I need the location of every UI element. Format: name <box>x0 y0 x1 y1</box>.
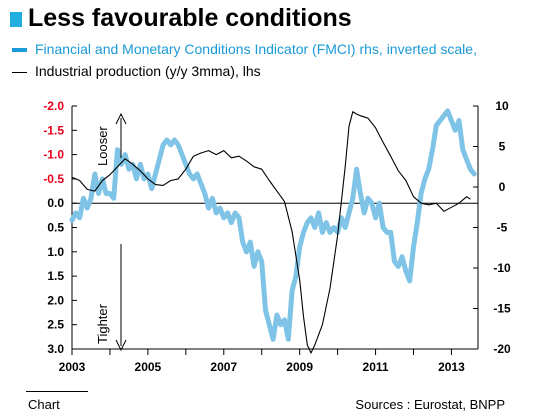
left-axis-tick-label: 0.5 <box>47 221 64 235</box>
chart-title: Less favourable conditions <box>28 4 352 32</box>
legend-item-industrial-production: Industrial production (y/y 3mma), lhs <box>12 63 261 79</box>
series-line-fmci <box>69 108 477 342</box>
left-axis-tick-label: 2.0 <box>47 293 64 307</box>
looser-annotation: Looser <box>95 126 110 166</box>
legend-label-fmci: Financial and Monetary Conditions Indica… <box>35 41 477 57</box>
right-axis-tick-label: -20 <box>493 342 511 356</box>
x-axis-tick-label: 2007 <box>210 360 237 374</box>
left-axis-tick-label: -1.5 <box>43 123 64 137</box>
right-axis-tick-label: 0 <box>499 180 506 194</box>
x-axis-tick-label: 2005 <box>135 360 162 374</box>
footer-sources: Sources : Eurostat, BNPP <box>355 397 505 412</box>
x-axis-tick-label: 2003 <box>59 360 86 374</box>
series-line-industrial-production <box>71 111 471 354</box>
right-axis-tick-label: -5 <box>497 221 508 235</box>
left-axis-tick-label: 0.0 <box>47 196 64 210</box>
left-axis-tick-label: -0.5 <box>43 172 64 186</box>
right-axis-tick-label: -10 <box>493 261 511 275</box>
legend-swatch-fmci <box>12 48 27 53</box>
left-axis-tick-label: 3.0 <box>47 342 64 356</box>
right-axis-tick-label: -15 <box>493 302 511 316</box>
x-axis-tick-label: 2013 <box>438 360 465 374</box>
title-square-icon <box>10 12 22 27</box>
x-axis-tick-label: 2011 <box>363 360 389 374</box>
tighter-arrow-head <box>115 339 127 352</box>
left-axis-tick-label: 1.0 <box>47 245 64 259</box>
footer-divider <box>26 391 88 392</box>
legend-swatch-industrial-production <box>12 71 27 73</box>
left-axis-tick-label: 1.5 <box>47 269 64 283</box>
footer-chart-label: Chart <box>28 397 60 412</box>
right-axis-tick-label: 5 <box>499 140 506 154</box>
left-axis-tick-label: -1.0 <box>43 148 64 162</box>
x-axis-tick-label: 2009 <box>286 360 313 374</box>
right-axis-tick-label: 10 <box>495 99 509 113</box>
left-axis-tick-label: -2.0 <box>43 99 64 113</box>
tighter-annotation: Tighter <box>95 303 110 344</box>
looser-arrow-head <box>115 112 127 125</box>
left-axis-tick-label: 2.5 <box>47 318 64 332</box>
legend-label-industrial-production: Industrial production (y/y 3mma), lhs <box>35 63 261 79</box>
legend-item-fmci: Financial and Monetary Conditions Indica… <box>12 41 477 57</box>
